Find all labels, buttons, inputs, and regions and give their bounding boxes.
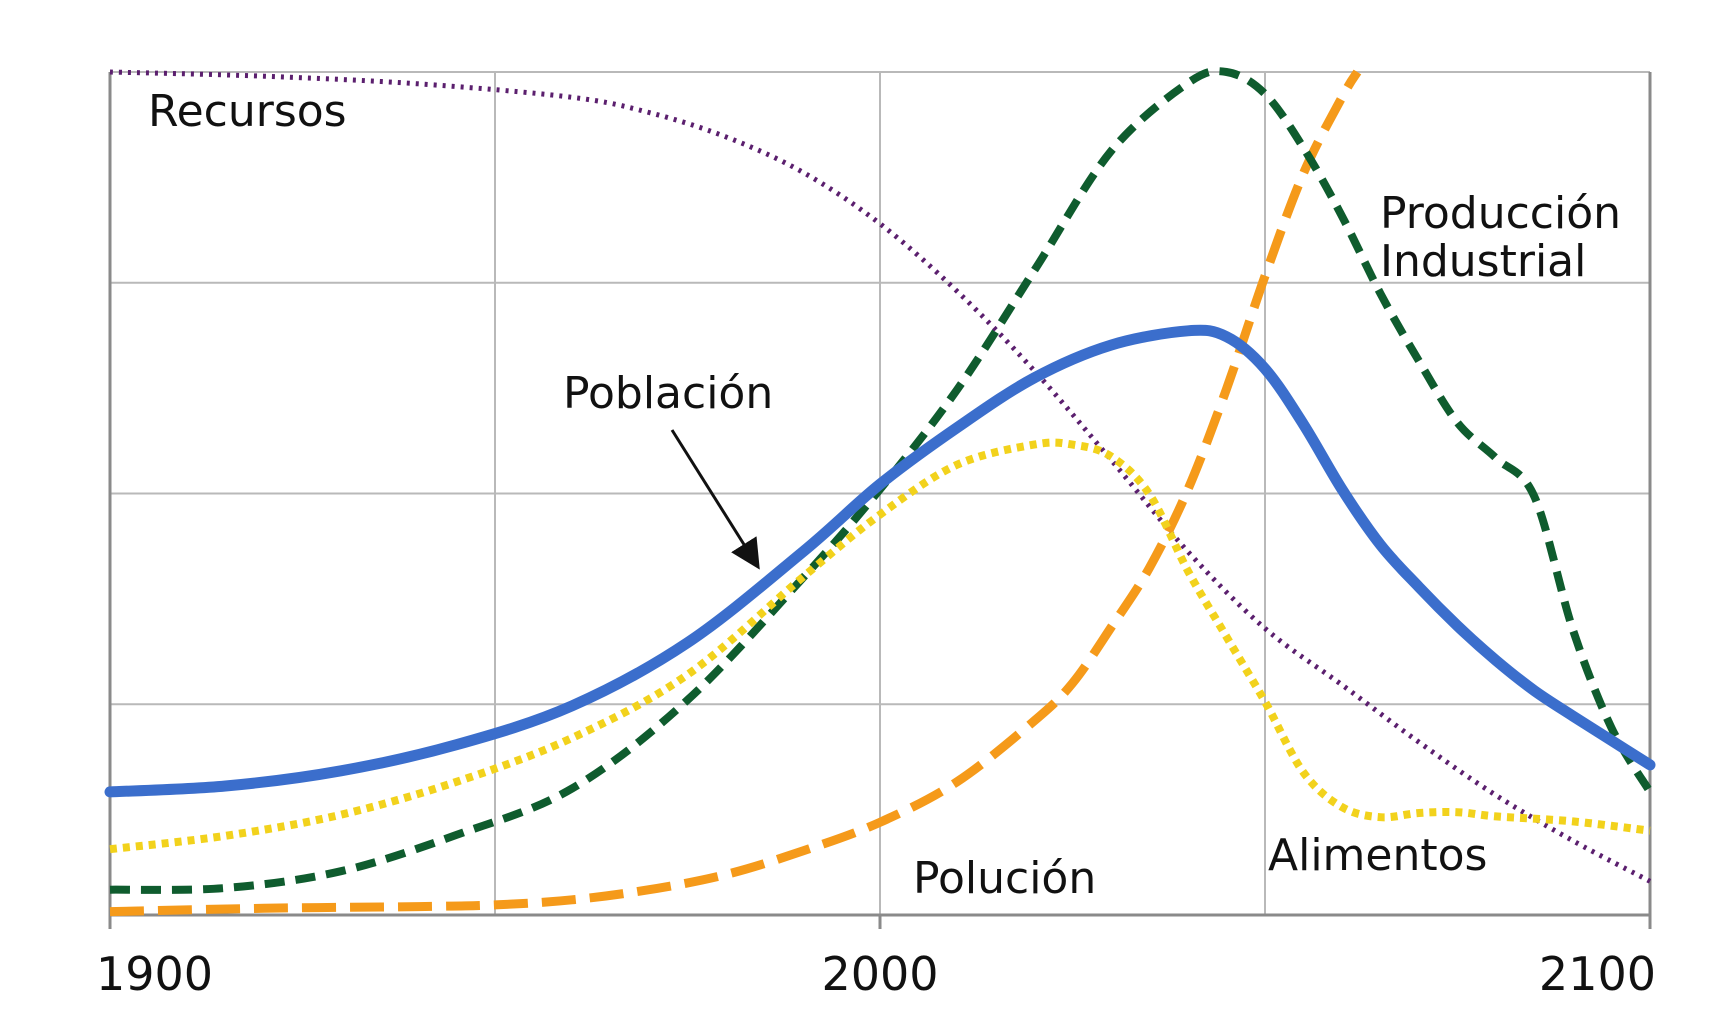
x-tick-label-2100: 2100 [1539, 947, 1656, 1001]
annotation-poblacion: Población [563, 368, 773, 419]
x-axis-tick-labels: 1900 2000 2100 [96, 947, 1656, 1001]
annotation-recursos: Recursos [148, 86, 347, 137]
annotation-polucion: Polución [913, 853, 1096, 904]
x-tick-label-2000: 2000 [821, 947, 938, 1001]
series-layer [104, 67, 1656, 917]
annotation-produccion-industrial: Producción Industrial [1380, 188, 1635, 287]
series-line-alimentos [109, 438, 1651, 854]
series-line-poblacion [104, 324, 1656, 798]
poblacion-arrow [670, 429, 760, 570]
x-tick-label-1900: 1900 [96, 947, 213, 1001]
series-line-produccion-industrial [109, 67, 1654, 894]
series-line-recursos [109, 69, 1652, 884]
annotation-produccion-line-1: Producción [1380, 188, 1621, 239]
annotation-produccion-line-2: Industrial [1380, 236, 1586, 287]
annotation-alimentos: Alimentos [1268, 830, 1487, 881]
series-annotations: Recursos Producción Industrial Población… [148, 86, 1635, 904]
series-line-polucion [109, 69, 1362, 917]
